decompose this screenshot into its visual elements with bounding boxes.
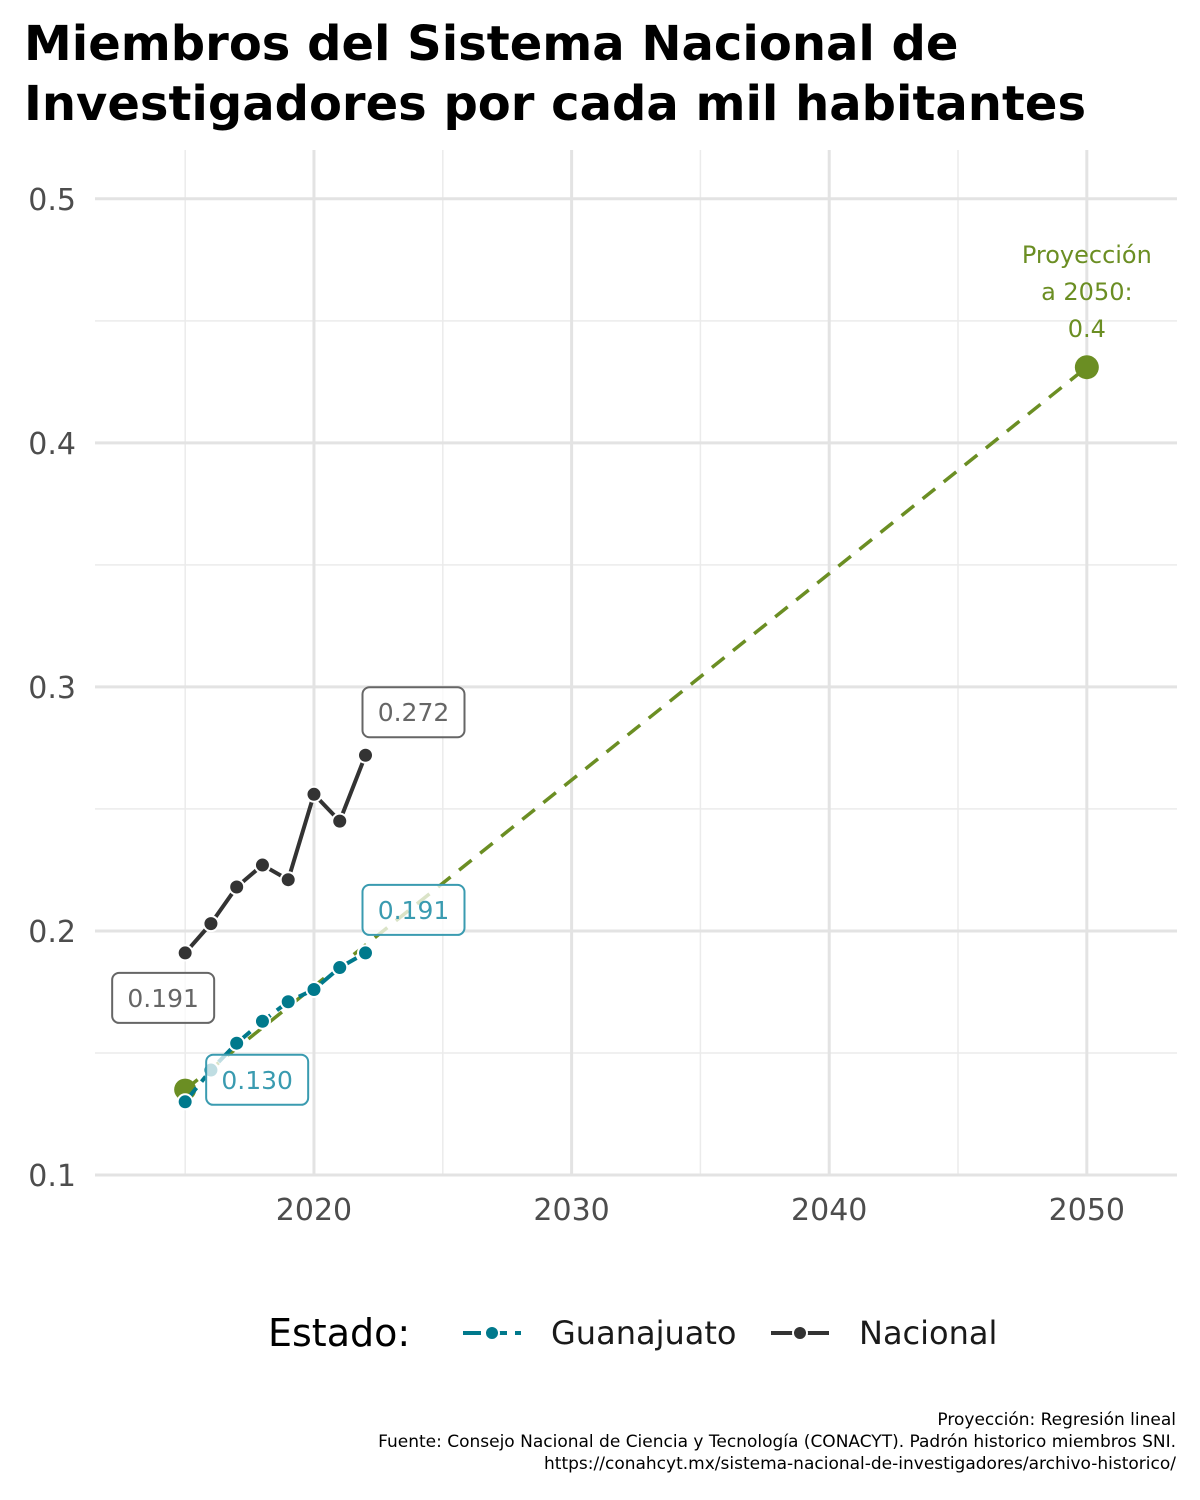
data-point-guanajuato	[305, 981, 323, 999]
x-tick-label: 2050	[1049, 1193, 1125, 1228]
data-label-box	[205, 1053, 310, 1106]
data-point-nacional	[253, 856, 271, 874]
data-point-nacional	[357, 746, 374, 764]
legend-label-nacional: Nacional	[859, 1314, 997, 1352]
legend-key-point-guanajuato	[484, 1325, 500, 1341]
y-tick-label: 0.5	[28, 183, 76, 218]
projection-end-point	[1074, 355, 1099, 380]
x-tick-label: 2020	[276, 1193, 352, 1228]
caption-method: Proyección: Regresión lineal	[937, 1410, 1176, 1430]
y-tick-label: 0.1	[28, 1159, 76, 1194]
chart-caption: Proyección: Regresión lineal Fuente: Con…	[26, 1409, 1176, 1475]
data-point-guanajuato	[279, 993, 297, 1011]
y-tick-label: 0.2	[28, 915, 76, 950]
data-point-nacional	[228, 878, 246, 896]
legend-title: Estado:	[268, 1311, 410, 1355]
data-label: 0.272	[378, 698, 450, 727]
projection-annotation: 0.4	[1068, 315, 1106, 343]
data-label-box	[361, 883, 466, 936]
data-point-nacional	[176, 944, 194, 962]
data-point-guanajuato	[228, 1034, 246, 1052]
data-point-nacional	[279, 871, 297, 889]
projection-annotation: Proyección	[1022, 241, 1152, 269]
data-point-guanajuato	[253, 1012, 271, 1030]
chart-title: Miembros del Sistema Nacional de Investi…	[24, 16, 1087, 132]
x-tick-label: 2040	[791, 1193, 867, 1228]
legend-key-point-nacional	[792, 1325, 808, 1341]
data-point-guanajuato	[357, 944, 374, 962]
legend-label-guanajuato: Guanajuato	[551, 1314, 736, 1352]
data-point-nacional	[202, 915, 220, 933]
data-label-box	[111, 971, 216, 1024]
x-tick-label: 2030	[533, 1193, 609, 1228]
y-tick-label: 0.4	[28, 427, 76, 462]
data-label-box	[361, 686, 466, 739]
data-label: 0.191	[378, 896, 450, 925]
data-label: 0.191	[127, 984, 199, 1013]
y-tick-label: 0.3	[28, 671, 76, 706]
projection-annotation: a 2050:	[1041, 278, 1133, 306]
data-point-nacional	[331, 812, 349, 830]
data-label: 0.130	[221, 1066, 293, 1095]
data-point-nacional	[305, 785, 323, 803]
projection-line	[184, 365, 1088, 1091]
data-point-guanajuato	[331, 959, 349, 977]
caption-url: https://conahcyt.mx/sistema-nacional-de-…	[544, 1454, 1176, 1474]
caption-source: Fuente: Consejo Nacional de Ciencia y Te…	[378, 1432, 1176, 1452]
data-point-guanajuato	[176, 1093, 194, 1111]
